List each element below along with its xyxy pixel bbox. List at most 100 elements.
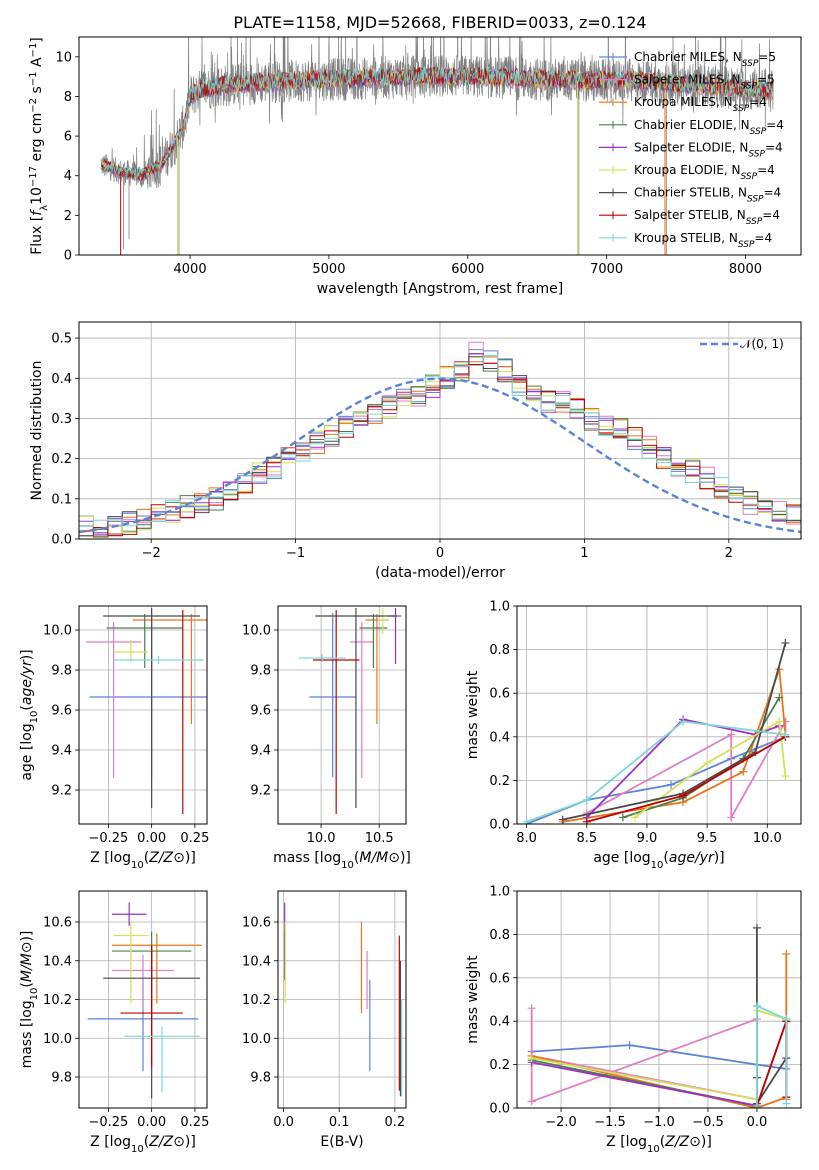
axes-frame — [78, 321, 802, 540]
x-tick-label: −0.25 — [88, 1115, 128, 1130]
plot-area-residuals — [79, 341, 801, 538]
axes-frame — [516, 605, 802, 825]
x-tick-label: −1.5 — [594, 1115, 626, 1130]
x-tick-label: 0 — [436, 546, 444, 561]
y-tick-label: 9.4 — [250, 744, 271, 759]
mass-weight-point — [618, 813, 627, 822]
plot-area-age-vs-Z — [85, 608, 207, 814]
x-tick-label: 1 — [580, 546, 588, 561]
axes-mass-vs-EBV: 0.0 0.1 0.2 9.8 10.0 10.2 10.4 10.6 E(B-V) — [242, 890, 407, 1150]
mass-weight-line — [562, 642, 787, 821]
x-tick-label: 0.0 — [273, 1115, 294, 1130]
plot-area-mass-vs-EBV — [284, 902, 403, 1097]
x-tick-label: 0.25 — [180, 1115, 209, 1130]
residual-histogram — [79, 355, 801, 529]
mass-weight-point — [679, 717, 688, 726]
mass-weight-line — [526, 720, 786, 823]
y-tick-label: 10 — [55, 50, 72, 65]
x-axis-label: (data-model)/error — [375, 565, 505, 581]
legend-entry: Kroupa MILES, NSSP=4 — [634, 95, 767, 114]
x-tick-label: 0.1 — [329, 1115, 350, 1130]
legend-entry: 𝒩(0, 1) — [740, 337, 784, 351]
x-tick-label: 2 — [725, 546, 733, 561]
y-tick-label: 9.4 — [51, 744, 72, 759]
legend-entry: Kroupa STELIB, NSSP=4 — [634, 231, 772, 250]
x-tick-label: 8.0 — [516, 831, 537, 846]
mass-weight-point — [782, 1015, 791, 1024]
y-tick-label: 0.0 — [489, 818, 510, 833]
mass-weight-point — [558, 815, 567, 824]
mass-weight-point — [522, 817, 531, 824]
legend-entry: Salpeter STELIB, NSSP=4 — [634, 208, 780, 227]
axes-weight-vs-Z: −2.0 −1.5 −1.0 −0.5 0.0 0.0 0.2 0.4 0.6 0.8 1.0 mas… — [465, 885, 802, 1155]
y-tick-label: 10.0 — [242, 624, 271, 639]
x-tick-label: 8.5 — [576, 831, 597, 846]
x-axis-label: E(B-V) — [320, 1134, 363, 1150]
y-tick-label: 0.6 — [489, 687, 510, 702]
y-tick-label: 9.6 — [250, 704, 271, 719]
mass-weight-line — [634, 720, 787, 819]
y-tick-label: 10.0 — [43, 1032, 72, 1047]
mass-weight-point — [781, 639, 790, 648]
plot-area-spectrum — [100, 37, 774, 255]
mass-weight-point — [630, 813, 639, 822]
y-axis-label: mass weight — [465, 955, 481, 1044]
plot-area-age-vs-mass — [298, 608, 402, 814]
mass-weight-point — [775, 717, 784, 726]
axes-frame — [516, 890, 802, 1109]
mass-weight-point — [752, 1101, 761, 1108]
mass-weight-line — [531, 1044, 787, 1070]
y-tick-label: 1.0 — [489, 885, 510, 900]
y-tick-label: 0.2 — [489, 1058, 510, 1073]
mass-weight-point — [781, 772, 790, 781]
y-tick-label: 0.8 — [489, 928, 510, 943]
mass-weight-point — [782, 1099, 791, 1108]
y-tick-label: 4 — [64, 169, 72, 184]
mass-weight-point — [775, 693, 784, 702]
mass-weight-line — [756, 1004, 788, 1106]
y-tick-label: 1.0 — [489, 600, 510, 615]
x-tick-label: 4000 — [174, 262, 207, 277]
y-tick-label: 0.3 — [51, 412, 72, 427]
residual-histogram — [79, 356, 801, 533]
axes-age-vs-mass: 10.0 10.5 9.2 9.4 9.6 9.8 10.0 mass [log10(M/M⊙… — [242, 605, 411, 871]
mass-weight-point — [752, 923, 761, 932]
x-tick-label: 6000 — [451, 262, 484, 277]
legend-entry: Salpeter ELODIE, NSSP=4 — [634, 140, 783, 159]
y-tick-label: 10.6 — [43, 916, 72, 931]
legend-entry: Salpeter MILES, NSSP=5 — [634, 73, 775, 92]
axes-mass-vs-Z: −0.25 0.00 0.25 9.8 10.0 10.2 10.4 10.6 Z [log10… — [19, 890, 209, 1155]
axes-frame — [277, 890, 407, 1109]
x-tick-label: −1.0 — [643, 1115, 675, 1130]
x-tick-label: 0.00 — [137, 831, 166, 846]
y-axis-label: mass weight — [465, 670, 481, 759]
y-tick-label: 10.2 — [43, 993, 72, 1008]
mass-weight-point — [782, 949, 791, 958]
y-axis-label: Flux [fλ10−17 erg cm−2 s−1 A−1] — [28, 37, 50, 255]
mass-weight-point — [727, 730, 736, 739]
x-axis-label: Z [log10(Z/Z⊙)] — [90, 1134, 196, 1155]
axes-frame — [277, 605, 407, 825]
y-tick-label: 10.4 — [242, 954, 271, 969]
y-tick-label: 9.6 — [51, 704, 72, 719]
axes-residuals: −2 −1 0 1 2 0.0 0.1 0.2 0.3 0.4 0.5 𝒩(0, 1) (data-mo… — [29, 321, 802, 581]
x-tick-label: 0.00 — [137, 1115, 166, 1130]
y-tick-label: 2 — [64, 209, 72, 224]
x-tick-label: 10.5 — [365, 831, 394, 846]
axes-age-vs-Z: −0.25 0.00 0.25 9.2 9.4 9.6 9.8 10.0 Z [log10(Z/… — [19, 605, 209, 871]
y-tick-label: 9.8 — [250, 664, 271, 679]
mass-weight-point — [625, 1041, 634, 1050]
y-tick-label: 10.4 — [43, 954, 72, 969]
y-tick-label: 0.8 — [489, 643, 510, 658]
x-axis-label: wavelength [Angstrom, rest frame] — [317, 281, 563, 297]
mass-weight-point — [679, 791, 688, 800]
legend-entry: Chabrier ELODIE, NSSP=4 — [634, 118, 784, 137]
legend-entry: Chabrier STELIB, NSSP=4 — [634, 186, 781, 205]
figure-title: PLATE=1158, MJD=52668, FIBERID=0033, z=0… — [233, 13, 646, 32]
y-tick-label: 9.2 — [250, 784, 271, 799]
axes-spectrum: 4000 5000 6000 7000 8000 0 2 4 6 8 10 wavelength [A… — [28, 36, 802, 297]
x-tick-label: 0.0 — [747, 1115, 768, 1130]
y-tick-label: 8 — [64, 90, 72, 105]
y-tick-label: 9.8 — [51, 664, 72, 679]
